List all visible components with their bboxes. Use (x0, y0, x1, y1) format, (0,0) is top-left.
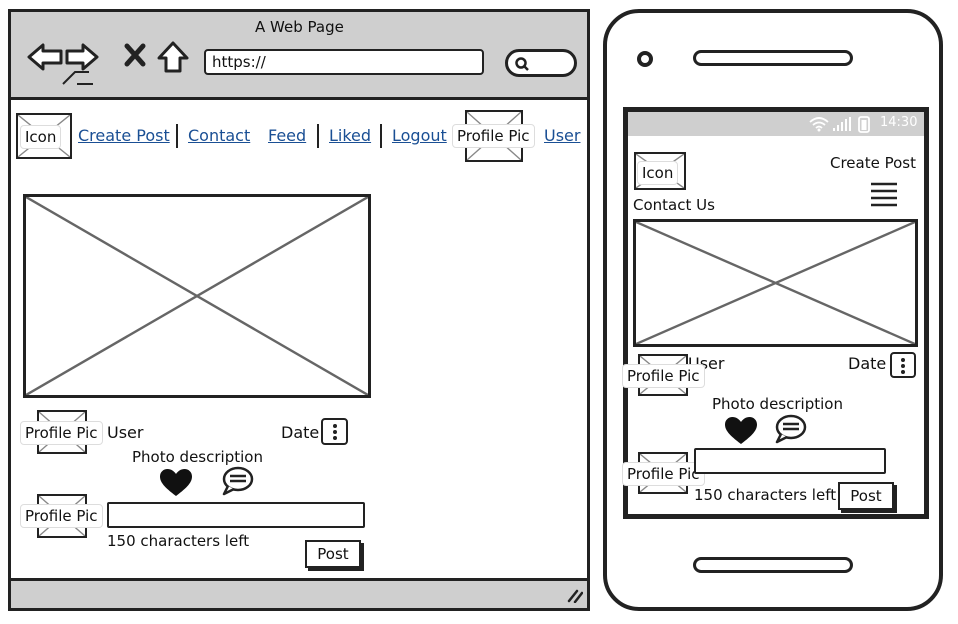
mobile-post-image (633, 219, 918, 347)
nav-link-logout[interactable]: Logout (392, 126, 447, 145)
page-title: A Web Page (255, 18, 344, 36)
signal-icon (833, 117, 851, 131)
status-time: 14:30 (880, 115, 918, 130)
search-icon (515, 57, 529, 71)
hamburger-menu-icon[interactable] (870, 180, 898, 208)
url-input[interactable]: https:// (204, 49, 484, 75)
speaker-grille (693, 50, 853, 66)
mobile-device: 14:30 Icon Create Post Contact Us User P… (603, 9, 943, 611)
mobile-site-logo-label: Icon (637, 161, 679, 185)
image-placeholder-icon (636, 222, 915, 344)
front-camera-icon (637, 51, 653, 67)
comment-input[interactable] (107, 502, 365, 528)
chars-left-counter: 150 characters left (107, 532, 250, 550)
mobile-more-options-icon[interactable] (890, 352, 916, 378)
home-button[interactable] (693, 557, 853, 573)
nav-divider (176, 124, 178, 148)
forward-arrow-icon[interactable] (59, 40, 115, 88)
post-date: Date (281, 423, 320, 442)
mobile-heart-icon[interactable] (724, 416, 758, 446)
mobile-screen: 14:30 Icon Create Post Contact Us User P… (622, 107, 929, 519)
mobile-nav-contact-us[interactable]: Contact Us (633, 196, 715, 214)
post-comment-button[interactable]: Post (305, 540, 361, 568)
back-arrow-icon[interactable] (25, 40, 67, 74)
browser-window: A Web Page https:// Icon Create Post (8, 9, 590, 611)
close-icon[interactable] (123, 42, 147, 68)
resize-handle-icon[interactable] (565, 587, 583, 603)
mobile-chars-left-counter: 150 characters left (694, 486, 837, 504)
mobile-comment-profile-pic-label: Profile Pic (622, 462, 705, 486)
more-options-icon[interactable] (321, 418, 348, 445)
battery-icon (858, 116, 870, 133)
photo-description: Photo description (132, 448, 263, 466)
mobile-post-comment-button[interactable]: Post (838, 482, 894, 510)
comment-bubble-icon[interactable] (220, 466, 254, 496)
mobile-status-bar: 14:30 (628, 112, 924, 136)
post-image (23, 194, 371, 398)
mobile-post-date: Date (848, 354, 887, 373)
kebab-dots-icon (901, 358, 905, 374)
nav-link-liked[interactable]: Liked (329, 126, 372, 145)
browser-toolbar: A Web Page https:// (11, 12, 587, 100)
mobile-nav-create-post[interactable]: Create Post (830, 154, 916, 172)
mobile-comment-input[interactable] (694, 448, 886, 474)
mobile-post-profile-pic-label: Profile Pic (622, 364, 705, 388)
nav-link-user[interactable]: User (544, 126, 581, 145)
kebab-dots-icon (333, 424, 337, 440)
nav-link-create-post[interactable]: Create Post (78, 126, 170, 145)
heart-icon[interactable] (159, 468, 193, 498)
nav-divider (317, 124, 319, 148)
home-icon[interactable] (156, 40, 190, 74)
browser-search-input[interactable] (505, 49, 577, 77)
nav-link-feed[interactable]: Feed (268, 126, 307, 145)
nav-profile-pic-label: Profile Pic (452, 124, 535, 148)
image-placeholder-icon (26, 197, 368, 395)
site-logo-label: Icon (20, 125, 62, 149)
post-profile-pic-label: Profile Pic (20, 421, 103, 445)
mobile-photo-description: Photo description (712, 395, 843, 413)
browser-status-bar (11, 578, 587, 608)
nav-divider (380, 124, 382, 148)
comment-profile-pic-label: Profile Pic (20, 504, 103, 528)
post-user[interactable]: User (107, 423, 144, 442)
wifi-icon (809, 117, 829, 132)
nav-link-contact[interactable]: Contact (188, 126, 251, 145)
mobile-comment-bubble-icon[interactable] (773, 414, 807, 444)
